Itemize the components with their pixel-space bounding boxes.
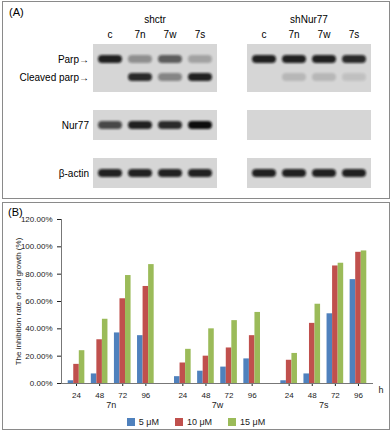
svg-text:20.00%: 20.00% bbox=[25, 352, 52, 361]
svg-text:7s: 7s bbox=[195, 29, 206, 40]
svg-text:The inhibition rate of cell gr: The inhibition rate of cell growth (%) bbox=[14, 237, 23, 365]
svg-text:96: 96 bbox=[248, 391, 257, 400]
svg-text:72: 72 bbox=[118, 391, 127, 400]
svg-text:7n: 7n bbox=[288, 29, 299, 40]
svg-text:72: 72 bbox=[225, 391, 234, 400]
svg-text:120.00%: 120.00% bbox=[21, 215, 53, 224]
html-text:5 μM: 5 μM bbox=[138, 417, 159, 427]
svg-text:7w: 7w bbox=[164, 29, 178, 40]
svg-text:96: 96 bbox=[141, 391, 150, 400]
svg-text:7n: 7n bbox=[134, 29, 145, 40]
svg-text:24: 24 bbox=[178, 391, 187, 400]
svg-text:c: c bbox=[108, 29, 113, 40]
svg-text:60.00%: 60.00% bbox=[25, 297, 52, 306]
svg-text:(A): (A) bbox=[9, 6, 24, 18]
html-text:10 μM: 10 μM bbox=[186, 417, 213, 427]
svg-text:Cleaved parp→: Cleaved parp→ bbox=[20, 72, 89, 83]
svg-text:48: 48 bbox=[201, 391, 210, 400]
svg-text:7n: 7n bbox=[106, 400, 116, 410]
html-text:(B): (B) bbox=[8, 206, 23, 218]
svg-text:96: 96 bbox=[354, 391, 363, 400]
svg-text:c: c bbox=[262, 29, 267, 40]
html-text:15 μM: 15 μM bbox=[240, 417, 266, 427]
svg-text:40.00%: 40.00% bbox=[25, 324, 52, 333]
svg-text:72: 72 bbox=[331, 391, 340, 400]
svg-text:β-actin: β-actin bbox=[59, 168, 89, 179]
svg-text:h: h bbox=[378, 385, 383, 395]
svg-text:Parp→: Parp→ bbox=[58, 54, 89, 65]
svg-text:100.00%: 100.00% bbox=[21, 242, 53, 251]
svg-text:48: 48 bbox=[95, 391, 104, 400]
svg-text:0.00%: 0.00% bbox=[30, 379, 53, 388]
svg-text:7s: 7s bbox=[349, 29, 360, 40]
svg-text:7w: 7w bbox=[318, 29, 332, 40]
svg-text:24: 24 bbox=[285, 391, 294, 400]
svg-text:shctr: shctr bbox=[144, 14, 166, 25]
svg-text:7s: 7s bbox=[319, 400, 329, 410]
svg-text:7w: 7w bbox=[212, 400, 224, 410]
svg-text:shNur77: shNur77 bbox=[290, 14, 328, 25]
svg-text:80.00%: 80.00% bbox=[25, 270, 52, 279]
svg-text:48: 48 bbox=[308, 391, 317, 400]
svg-text:24: 24 bbox=[72, 391, 81, 400]
svg-text:Nur77: Nur77 bbox=[62, 120, 90, 131]
